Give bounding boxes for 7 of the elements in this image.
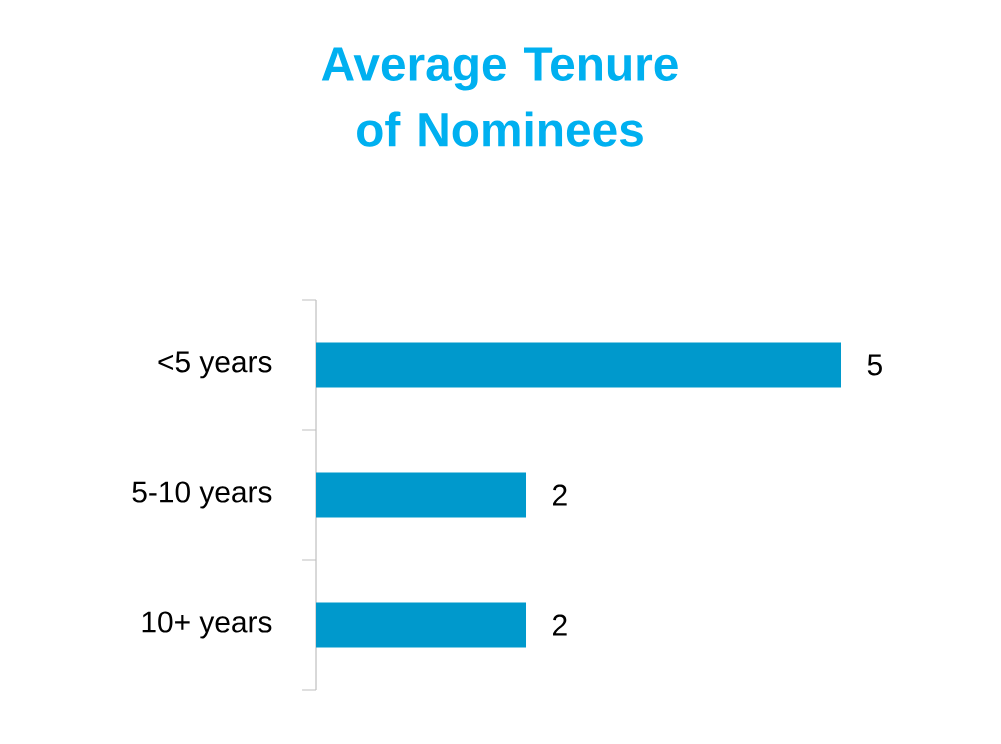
- data-label: 5: [867, 354, 882, 376]
- y-tick-label: <5 years: [158, 351, 272, 379]
- y-tick-label: 5-10 years: [132, 481, 272, 509]
- data-label: 2: [553, 484, 567, 506]
- chart-title: Average Tenure of Nominees: [321, 47, 678, 147]
- data-label: 2: [553, 614, 567, 636]
- y-tick-label: 10+ years: [142, 611, 272, 639]
